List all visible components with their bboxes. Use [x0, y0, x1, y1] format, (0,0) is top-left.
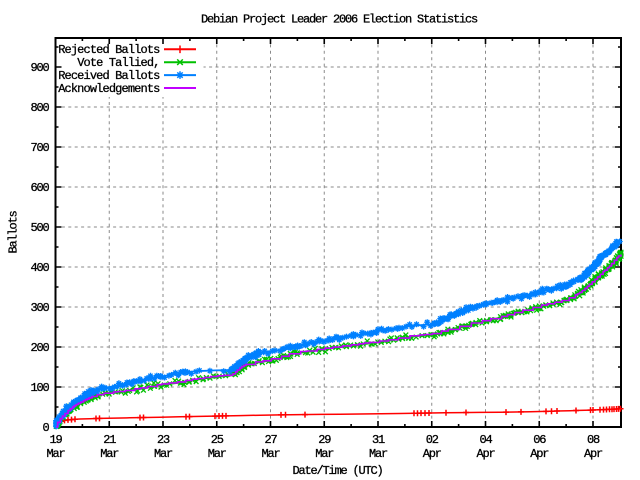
svg-text:Acknowledgements: Acknowledgements	[58, 82, 160, 96]
svg-text:900: 900	[30, 61, 49, 75]
svg-text:Mar: Mar	[261, 447, 280, 461]
svg-text:Mar: Mar	[369, 447, 388, 461]
svg-text:Received Ballots: Received Ballots	[58, 69, 160, 83]
svg-text:0: 0	[42, 421, 49, 435]
svg-text:Date/Time (UTC): Date/Time (UTC)	[292, 464, 382, 478]
svg-text:27: 27	[264, 433, 277, 447]
svg-text:500: 500	[30, 221, 49, 235]
svg-text:Mar: Mar	[46, 447, 65, 461]
svg-text:700: 700	[30, 141, 49, 155]
svg-text:400: 400	[30, 261, 49, 275]
svg-text:02: 02	[426, 433, 439, 447]
svg-text:Debian Project Leader 2006 Ele: Debian Project Leader 2006 Election Stat…	[201, 13, 478, 27]
svg-text:19: 19	[49, 433, 62, 447]
svg-text:300: 300	[30, 301, 49, 315]
svg-text:Apr: Apr	[530, 447, 549, 461]
svg-text:04: 04	[479, 433, 492, 447]
svg-text:29: 29	[318, 433, 331, 447]
svg-text:Mar: Mar	[208, 447, 227, 461]
svg-text:600: 600	[30, 181, 49, 195]
svg-text:Apr: Apr	[476, 447, 495, 461]
svg-text:21: 21	[103, 433, 116, 447]
svg-text:Apr: Apr	[584, 447, 603, 461]
svg-text:Vote Tallied,: Vote Tallied,	[77, 56, 159, 70]
svg-text:31: 31	[372, 433, 385, 447]
svg-text:06: 06	[533, 433, 546, 447]
svg-text:Ballots: Ballots	[7, 211, 21, 254]
svg-text:200: 200	[30, 341, 49, 355]
svg-text:08: 08	[587, 433, 600, 447]
svg-text:100: 100	[30, 381, 49, 395]
svg-text:Mar: Mar	[100, 447, 119, 461]
svg-text:25: 25	[211, 433, 224, 447]
svg-text:Mar: Mar	[315, 447, 334, 461]
svg-text:23: 23	[157, 433, 170, 447]
svg-text:800: 800	[30, 101, 49, 115]
svg-text:Apr: Apr	[423, 447, 442, 461]
svg-text:Mar: Mar	[154, 447, 173, 461]
svg-text:Rejected Ballots: Rejected Ballots	[58, 43, 160, 57]
